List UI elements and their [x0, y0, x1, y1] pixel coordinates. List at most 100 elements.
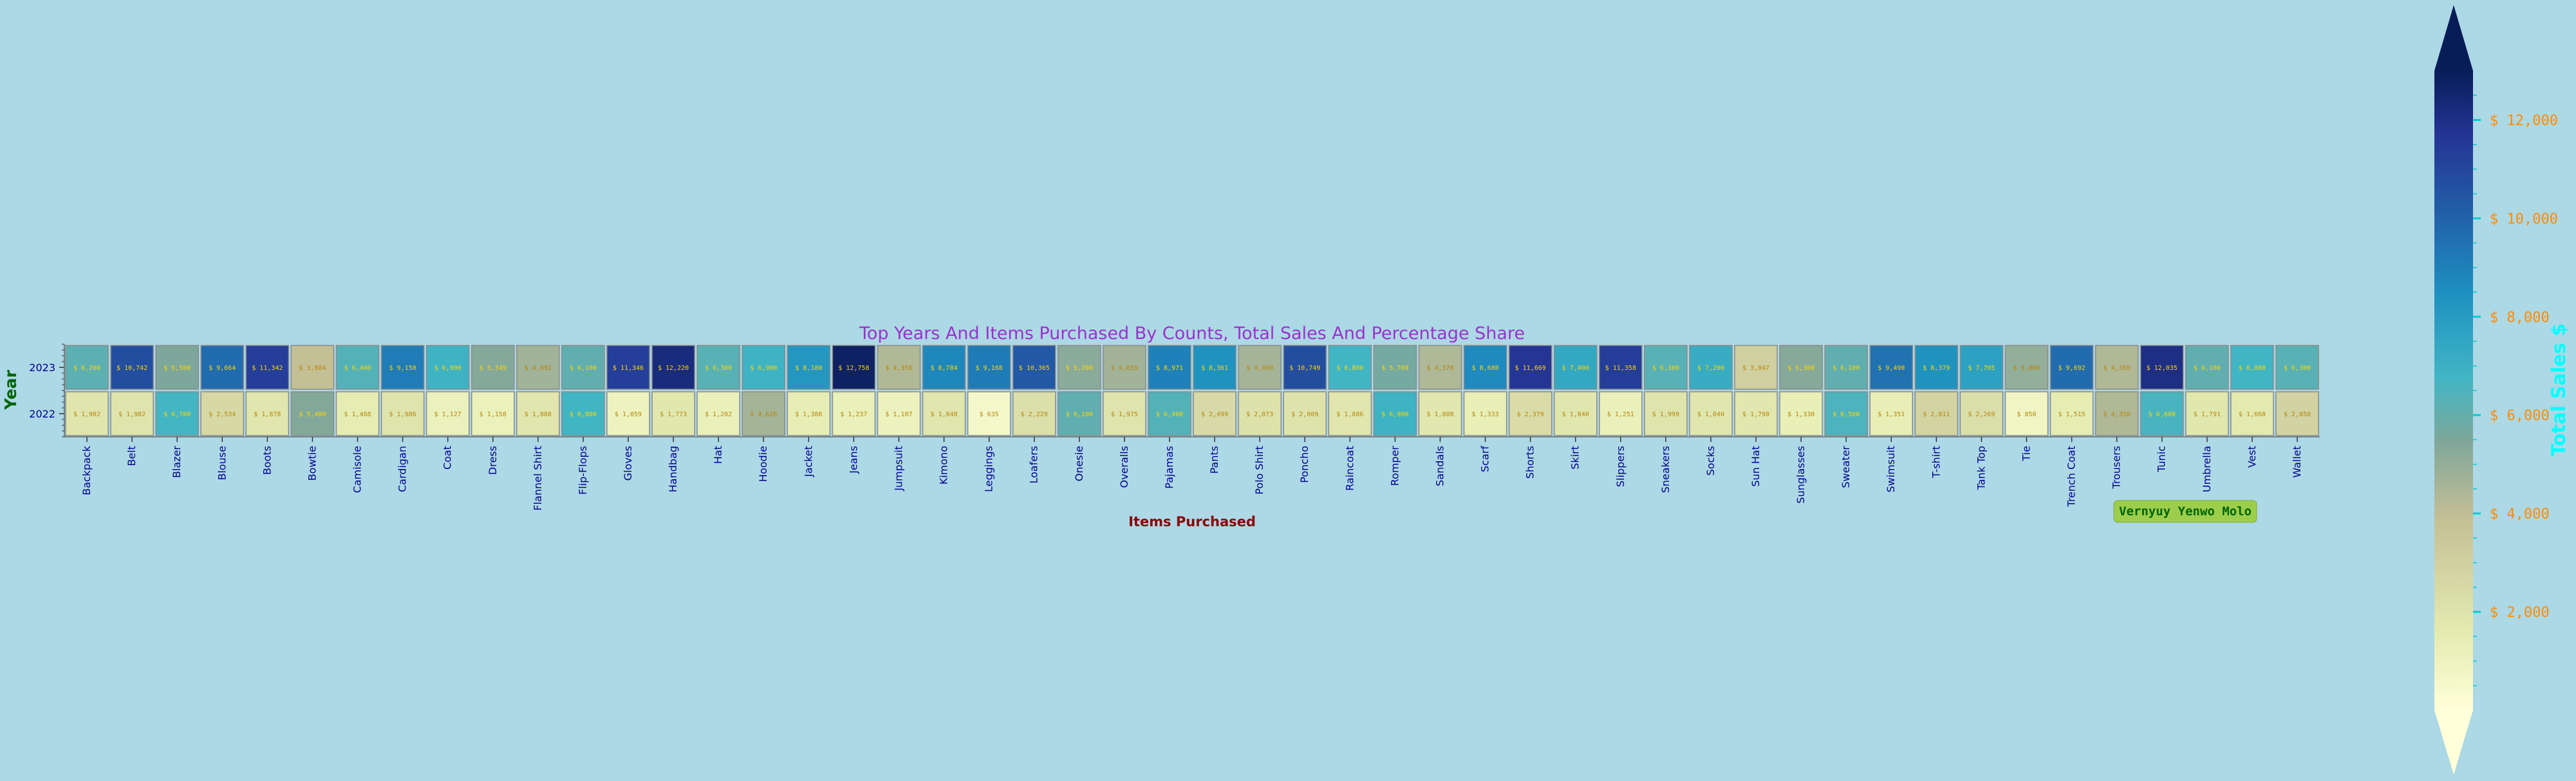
cell-value-label: $ 10,742: [117, 365, 147, 372]
heatmap-cell: [1283, 391, 1327, 436]
cell-value-label: $ 9,664: [209, 365, 236, 372]
watermark-badge: Vernyuy Yenwo Molo: [2113, 500, 2257, 523]
heatmap-cell: [2004, 391, 2049, 436]
cell-value-label: $ 2,534: [209, 411, 236, 418]
x-tick-label: Backpack: [80, 445, 93, 495]
cell-value-label: $ 3,884: [299, 365, 326, 372]
cell-value-label: $ 9,168: [976, 365, 1003, 372]
x-tick-label: Gloves: [622, 446, 634, 481]
x-tick-label: Sweater: [1840, 446, 1852, 488]
cell-value-label: $ 4,600: [1246, 365, 1273, 372]
cell-value-label: $ 1,333: [1471, 411, 1498, 418]
heatmap-cell: [1328, 345, 1372, 390]
heatmap-cell: [425, 391, 470, 436]
cell-value-label: $ 7,705: [1968, 365, 1995, 372]
heatmap-cell: [2275, 345, 2319, 390]
x-tick-label: Tie: [2020, 446, 2032, 462]
x-tick-label: Swimsuit: [1885, 446, 1897, 492]
heatmap-cell: [1824, 345, 1868, 390]
heatmap-cell: [425, 345, 470, 390]
heatmap-cell: [1959, 345, 2004, 390]
cell-value-label: $ 1,388: [795, 411, 822, 418]
heatmap-cell: [1598, 345, 1643, 390]
cell-value-label: $ 8,379: [1923, 365, 1950, 372]
cell-value-label: $ 4,659: [1111, 365, 1138, 372]
x-axis-label: Items Purchased: [1128, 514, 1256, 529]
cell-value-label: $ 2,229: [1021, 411, 1048, 418]
cell-value-label: $ 1,351: [1878, 411, 1905, 418]
heatmap-cell: [1463, 345, 1507, 390]
heatmap-cell: [1689, 391, 1733, 436]
cell-value-label: $ 1,773: [660, 411, 687, 418]
cell-value-label: $ 1,059: [615, 411, 642, 418]
heatmap-cell: [1553, 345, 1598, 390]
cell-value-label: $ 11,346: [613, 365, 644, 372]
cell-value-label: $ 1,127: [434, 411, 462, 418]
x-tick-label: Tunic: [2156, 446, 2168, 473]
heatmap-cell: [516, 345, 560, 390]
heatmap-cell: [2185, 391, 2229, 436]
cell-value-label: $ 5,700: [1381, 365, 1408, 372]
cell-value-label: $ 6,400: [344, 365, 371, 372]
heatmap-cell: [1914, 345, 1959, 390]
heatmap-cell: [155, 391, 199, 436]
cell-value-label: $ 6,800: [570, 411, 597, 418]
heatmap-cell: [1328, 391, 1372, 436]
heatmap-cell: [1238, 345, 1282, 390]
cell-value-label: $ 2,009: [1291, 411, 1318, 418]
cell-value-label: $ 5,300: [1787, 365, 1815, 372]
x-tick-label: Jumpsuit: [892, 446, 904, 492]
cell-value-label: $ 6,100: [570, 365, 597, 372]
cell-value-label: $ 5,349: [480, 365, 507, 372]
heatmap-cell: [742, 345, 786, 390]
cell-value-label: $ 2,499: [1201, 411, 1228, 418]
x-axis: Backpack Belt Blazer Blouse Boots Bowtie Camis…: [64, 436, 2320, 511]
x-tick-label: Boots: [261, 446, 273, 475]
heatmap-cell: [2275, 391, 2319, 436]
heatmap-cell: [1373, 345, 1417, 390]
heatmap-cell: [1779, 345, 1823, 390]
chart-title: Top Years And Items Purchased By Counts,…: [859, 324, 1525, 344]
heatmap-cell: [65, 391, 109, 436]
heatmap-cell: [1463, 391, 1507, 436]
colorbar-gradient: [2434, 71, 2473, 710]
heatmap-cell: [1193, 391, 1237, 436]
cell-value-label: $ 6,800: [1336, 365, 1363, 372]
heatmap-cell: [1103, 345, 1146, 390]
cell-value-label: $ 6,100: [1833, 365, 1860, 372]
y-tick-label: 2023: [29, 362, 55, 374]
colorbar-tick-label: $ 10,000: [2490, 211, 2558, 227]
x-tick-label: Hat: [712, 446, 724, 464]
x-tick-label: Wallet: [2291, 446, 2303, 478]
heatmap-cell: [1598, 391, 1643, 436]
cell-value-label: $ 5,500: [163, 365, 191, 372]
x-tick-label: Kimono: [938, 446, 950, 484]
cell-value-label: $ 1,107: [885, 411, 912, 418]
heatmap-cell: [335, 391, 380, 436]
cell-value-label: $ 7,400: [1562, 365, 1589, 372]
cell-value-label: $ 6,300: [2284, 365, 2311, 372]
cell-value-label: $ 4,692: [525, 365, 552, 372]
heatmap-cell: [2140, 345, 2184, 390]
heatmap-cell: [1959, 391, 2004, 436]
x-tick-label: Polo Shirt: [1253, 446, 1265, 495]
colorbar-extend-top: [2434, 5, 2473, 71]
x-tick-label: Flannel Shirt: [532, 446, 544, 511]
heatmap-cell: [2049, 391, 2094, 436]
cell-value-label: $ 2,811: [1923, 411, 1950, 418]
cell-value-label: $ 2,073: [1246, 411, 1273, 418]
heatmap-cells: $ 6,200 $ 10,742 $ 5,500 $ 9,664 $ 11,342 $ 3…: [65, 345, 2319, 436]
x-tick-label: Dress: [487, 446, 499, 475]
y-axis-label: Year: [1, 369, 20, 410]
colorbar-tick-label: $ 4,000: [2490, 506, 2550, 522]
x-tick-label: Trousers: [2111, 446, 2123, 490]
cell-value-label: $ 6,100: [1066, 411, 1093, 418]
heatmap-cell: [787, 391, 831, 436]
heatmap-cell: [2230, 345, 2274, 390]
heatmap-cell: [1508, 345, 1553, 390]
heatmap-cell: [2095, 345, 2139, 390]
colorbar-label: Total Sales $: [2548, 324, 2570, 457]
cell-value-label: $ 10,749: [1289, 365, 1320, 372]
cell-value-label: $ 10,365: [1019, 365, 1050, 372]
